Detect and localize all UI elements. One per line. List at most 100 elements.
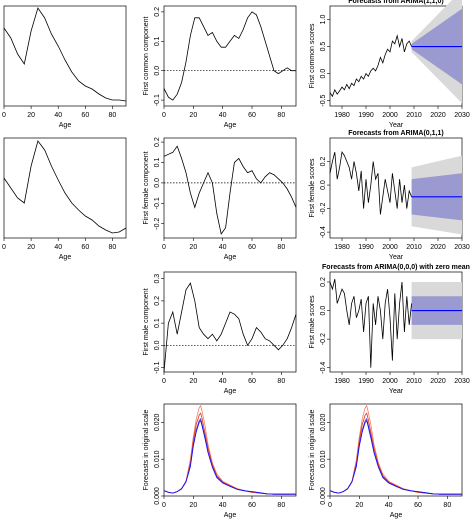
y-axis-label: Forecasts in original scale xyxy=(309,409,316,490)
x-tick-label: 60 xyxy=(81,112,89,119)
y-tick-label: 1.0 xyxy=(320,15,327,25)
panel-p42: 0 20 40 60 80 0.000 0.010 0.020 Age Forecasts in … xyxy=(143,403,297,519)
x-tick-label: 2000 xyxy=(382,112,398,119)
x-tick-label: 1980 xyxy=(334,112,350,119)
y-tick-label: 0.0 xyxy=(154,66,161,76)
y-tick-label: -0.2 xyxy=(320,202,327,214)
x-tick-label: 20 xyxy=(27,112,35,119)
series-line-0 xyxy=(163,282,297,373)
y-axis-label: Forecasts in original scale xyxy=(143,409,150,490)
x-tick-label: 2030 xyxy=(454,378,470,385)
y-tick-label: 0.1 xyxy=(154,158,161,168)
x-tick-label: 20 xyxy=(189,244,197,251)
series-line-3 xyxy=(163,419,296,495)
x-tick-label: 60 xyxy=(248,502,256,509)
series-line-2 xyxy=(163,417,296,495)
panel-p13: 1980 1990 2000 2010 2020 2030 -0.5 0.0 0.5 1.0 Yea… xyxy=(309,0,470,129)
series-line-0 xyxy=(3,7,127,102)
y-tick-label: 0.010 xyxy=(320,450,327,468)
y-tick-label: 0.3 xyxy=(154,274,161,284)
series-line-0 xyxy=(163,145,297,235)
x-tick-label: 80 xyxy=(443,502,451,509)
y-tick-label: 0.2 xyxy=(154,137,161,147)
y-tick-label: 0.2 xyxy=(320,277,327,287)
panel-p21: 0 20 40 60 80 Age xyxy=(2,137,127,261)
x-tick-label: 60 xyxy=(248,378,256,385)
y-tick-label: 0.0 xyxy=(320,180,327,190)
panel-p32: 0 20 40 60 80 -0.1 0.0 0.1 0.2 0.3 Age First male c… xyxy=(143,271,297,395)
y-tick-label: 0.020 xyxy=(320,414,327,432)
x-tick-label: 20 xyxy=(189,112,197,119)
x-axis-label: Age xyxy=(390,512,403,519)
x-tick-label: 1980 xyxy=(334,244,350,251)
y-tick-label: 0.0 xyxy=(154,340,161,350)
plot-frame xyxy=(163,271,297,373)
x-tick-label: 2010 xyxy=(406,378,422,385)
x-tick-label: 60 xyxy=(248,244,256,251)
y-axis-label: First common component xyxy=(143,16,150,95)
series-line-3 xyxy=(329,419,462,495)
plot-frame xyxy=(329,403,463,497)
series-line-0 xyxy=(329,34,412,98)
x-tick-label: 0 xyxy=(162,112,166,119)
y-tick-label: 0.5 xyxy=(320,42,327,52)
y-tick-label: -0.2 xyxy=(154,218,161,230)
series-line-1 xyxy=(329,412,462,495)
x-tick-label: 80 xyxy=(277,112,285,119)
x-axis-label: Age xyxy=(59,254,72,261)
y-tick-label: -0.1 xyxy=(154,361,161,373)
y-tick-label: -0.4 xyxy=(320,362,327,374)
x-tick-label: 80 xyxy=(277,502,285,509)
panel-p11: 0 20 40 60 80 Age xyxy=(2,5,127,129)
x-tick-label: 0 xyxy=(328,502,332,509)
y-tick-label: 0.2 xyxy=(154,7,161,17)
panel-title: Forecasts from ARIMA(0,0,0) with zero me… xyxy=(322,264,470,271)
x-axis-label: Age xyxy=(59,122,72,129)
plot-frame xyxy=(163,403,297,497)
y-axis-label: First male component xyxy=(143,288,150,355)
x-tick-label: 0 xyxy=(162,502,166,509)
x-tick-label: 40 xyxy=(54,244,62,251)
x-tick-label: 2030 xyxy=(454,112,470,119)
x-tick-label: 2020 xyxy=(430,112,446,119)
x-tick-label: 1990 xyxy=(358,378,374,385)
x-tick-label: 40 xyxy=(219,112,227,119)
panel-p12: 0 20 40 60 80 -0.1 0.0 0.1 0.2 Age First common co… xyxy=(143,5,297,129)
x-tick-label: 1990 xyxy=(358,244,374,251)
x-tick-label: 20 xyxy=(189,502,197,509)
panel-title: Forecasts from ARIMA(1,1,0) xyxy=(348,0,443,5)
panel-p43: 0 20 40 60 80 0.000 0.010 0.020 Age Forecasts in … xyxy=(309,403,463,519)
x-tick-label: 80 xyxy=(109,112,117,119)
x-tick-label: 40 xyxy=(219,502,227,509)
x-tick-label: 40 xyxy=(385,502,393,509)
plot-frame xyxy=(163,5,297,107)
x-tick-label: 2030 xyxy=(454,244,470,251)
series-line-0 xyxy=(163,404,296,495)
y-tick-label: 0.2 xyxy=(154,296,161,306)
x-tick-label: 1990 xyxy=(358,112,374,119)
y-axis-label: First common scores xyxy=(309,23,316,88)
x-tick-label: 40 xyxy=(219,244,227,251)
x-axis-label: Age xyxy=(224,388,237,395)
panel-p22: 0 20 40 60 80 -0.2 -0.1 0.0 0.1 0.2 Age First femal… xyxy=(143,137,297,261)
y-tick-label: 0.000 xyxy=(320,487,327,505)
x-tick-label: 80 xyxy=(109,244,117,251)
series-line-0 xyxy=(329,404,462,495)
x-tick-label: 80 xyxy=(277,244,285,251)
x-axis-label: Year xyxy=(389,388,404,395)
x-tick-label: 2020 xyxy=(430,244,446,251)
series-line-0 xyxy=(163,11,296,101)
series-line-1 xyxy=(163,412,296,495)
y-tick-label: 0.2 xyxy=(320,157,327,167)
y-tick-label: 0.0 xyxy=(154,178,161,188)
x-tick-label: 80 xyxy=(277,378,285,385)
x-tick-label: 20 xyxy=(27,244,35,251)
plot-frame xyxy=(3,137,127,239)
y-tick-label: -0.1 xyxy=(154,197,161,209)
y-tick-label: 0.0 xyxy=(320,306,327,316)
x-tick-label: 2000 xyxy=(382,244,398,251)
x-axis-label: Age xyxy=(224,254,237,261)
x-tick-label: 20 xyxy=(189,378,197,385)
x-tick-label: 0 xyxy=(162,244,166,251)
